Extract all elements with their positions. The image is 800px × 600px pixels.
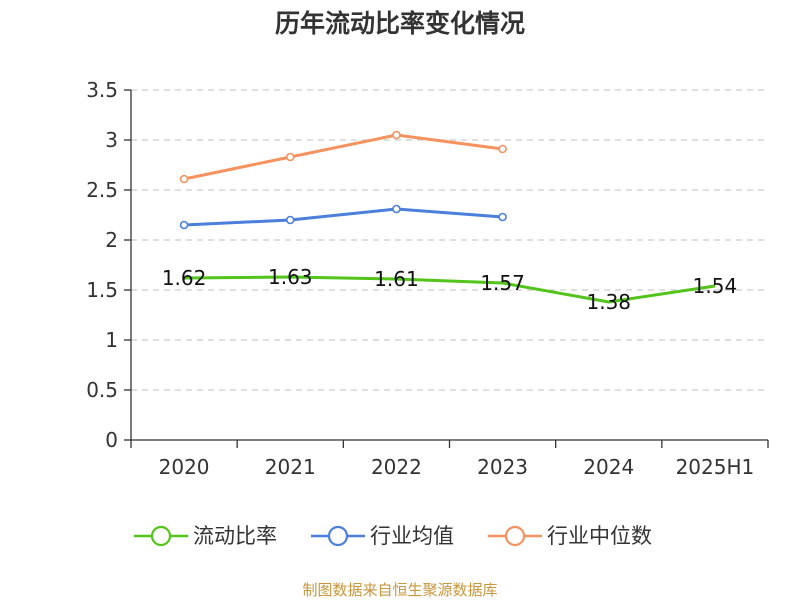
data-point: [498, 144, 507, 154]
data-source-note: 制图数据来自恒生聚源数据库: [302, 581, 498, 599]
data-point: [285, 152, 295, 162]
data-point: [498, 212, 507, 222]
chart-title: 历年流动比率变化情况: [274, 9, 525, 38]
data-label: 1.38: [586, 290, 631, 314]
legend-circle: [327, 525, 349, 547]
legend-marker-icon: [134, 525, 188, 547]
data-labels: 1.62 1.63 1.61 1.57 1.38 1.54: [162, 265, 737, 314]
data-label: 1.63: [268, 265, 313, 289]
series-layer: [179, 130, 716, 304]
legend-label: 行业均值: [370, 524, 454, 548]
series-line: [184, 275, 716, 304]
y-tick-label: 3.5: [86, 78, 118, 102]
x-tick-label: 2025H1: [676, 455, 755, 479]
x-tick-label: 2020: [159, 455, 210, 479]
legend-circle: [150, 525, 172, 547]
data-label: 1.54: [693, 274, 738, 298]
data-point: [179, 174, 189, 184]
y-tick-label: 1: [105, 328, 118, 352]
y-tick-label: 1.5: [86, 278, 118, 302]
x-tick-label: 2022: [371, 455, 422, 479]
data-point: [392, 204, 401, 214]
x-axis: 2020 2021 2022 2023 2024 2025H1: [130, 439, 769, 479]
y-tick-label: 2.5: [86, 178, 118, 202]
series-line: [184, 207, 503, 227]
x-tick-label: 2021: [265, 455, 316, 479]
x-tick-label: 2024: [583, 455, 634, 479]
series-line: [183, 133, 503, 181]
legend-marker-icon: [488, 525, 542, 547]
data-point: [285, 215, 295, 225]
x-tick-label: 2023: [477, 455, 528, 479]
y-axis: 0 0.5 1 1.5 2 2.5 3 3.5: [86, 78, 132, 452]
data-label: 1.61: [374, 267, 419, 291]
legend-label: 流动比率: [193, 524, 277, 548]
data-point: [392, 130, 401, 140]
data-label: 1.62: [162, 266, 207, 290]
grid-lines: [131, 89, 768, 391]
legend-label: 行业中位数: [547, 524, 652, 548]
legend-circle: [504, 525, 526, 547]
data-label: 1.57: [480, 271, 525, 295]
y-tick-label: 0: [105, 428, 118, 452]
y-tick-label: 3: [105, 128, 118, 152]
y-tick-label: 0.5: [86, 378, 118, 402]
y-tick-label: 2: [105, 228, 118, 252]
legend-marker-icon: [311, 525, 365, 547]
data-point: [179, 220, 189, 230]
